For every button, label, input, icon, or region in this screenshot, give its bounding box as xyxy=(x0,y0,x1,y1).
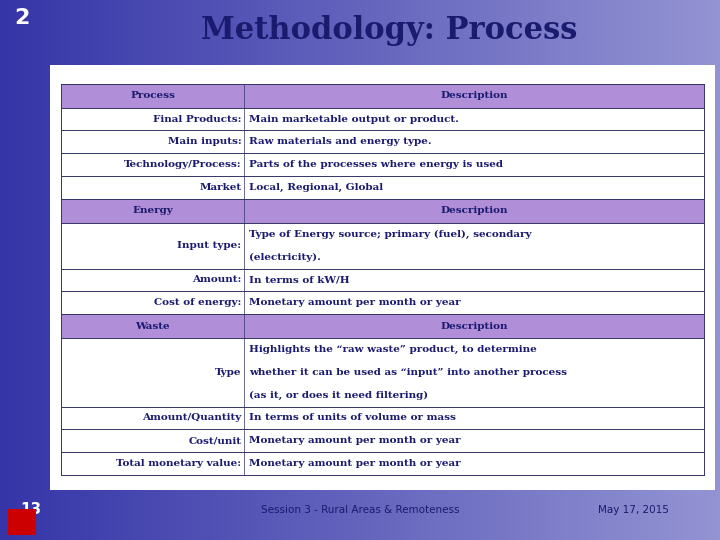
Text: Amount:: Amount: xyxy=(192,275,241,285)
Bar xyxy=(61,131,704,153)
Text: Session 3 - Rural Areas & Remoteness: Session 3 - Rural Areas & Remoteness xyxy=(261,505,459,515)
Text: In terms of kW/H: In terms of kW/H xyxy=(249,275,350,285)
Bar xyxy=(61,314,704,338)
Bar xyxy=(8,509,36,535)
Text: Amount/Quantity: Amount/Quantity xyxy=(142,414,241,422)
Bar xyxy=(61,107,704,131)
Bar xyxy=(61,291,704,314)
Text: May 17, 2015: May 17, 2015 xyxy=(598,505,669,515)
Text: Monetary amount per month or year: Monetary amount per month or year xyxy=(249,436,461,446)
Bar xyxy=(61,429,704,452)
Bar xyxy=(61,407,704,429)
Text: Description: Description xyxy=(441,91,508,100)
Text: Main inputs:: Main inputs: xyxy=(168,137,241,146)
Text: Market: Market xyxy=(199,183,241,192)
Bar xyxy=(61,176,704,199)
Text: Total monetary value:: Total monetary value: xyxy=(117,459,241,468)
Text: Cost of energy:: Cost of energy: xyxy=(154,298,241,307)
Text: Process: Process xyxy=(130,91,175,100)
Text: Main marketable output or product.: Main marketable output or product. xyxy=(249,114,459,124)
Bar xyxy=(61,223,704,268)
Text: Technology/Process:: Technology/Process: xyxy=(124,160,241,169)
Text: Final Products:: Final Products: xyxy=(153,114,241,124)
Bar xyxy=(61,268,704,291)
Text: Energy: Energy xyxy=(132,206,174,215)
Text: Raw materials and energy type.: Raw materials and energy type. xyxy=(249,137,432,146)
Text: Cost/unit: Cost/unit xyxy=(189,436,241,446)
Bar xyxy=(50,65,715,490)
Text: Methodology: Process: Methodology: Process xyxy=(201,15,577,45)
Text: Highlights the “raw waste” product, to determine: Highlights the “raw waste” product, to d… xyxy=(249,345,537,354)
Text: Input type:: Input type: xyxy=(177,241,241,250)
Text: Monetary amount per month or year: Monetary amount per month or year xyxy=(249,459,461,468)
Text: Waste: Waste xyxy=(135,322,170,330)
Text: Description: Description xyxy=(441,322,508,330)
Text: Type: Type xyxy=(215,368,241,377)
Bar xyxy=(61,199,704,223)
Text: Monetary amount per month or year: Monetary amount per month or year xyxy=(249,298,461,307)
Text: (as it, or does it need filtering): (as it, or does it need filtering) xyxy=(249,390,428,400)
Bar xyxy=(61,452,704,475)
Text: In terms of units of volume or mass: In terms of units of volume or mass xyxy=(249,414,456,422)
Bar xyxy=(61,338,704,407)
Text: 2: 2 xyxy=(14,8,30,28)
Text: 13: 13 xyxy=(20,503,41,517)
Text: Description: Description xyxy=(441,206,508,215)
Text: Type of Energy source; primary (fuel), secondary: Type of Energy source; primary (fuel), s… xyxy=(249,230,532,239)
Text: Parts of the processes where energy is used: Parts of the processes where energy is u… xyxy=(249,160,503,169)
Text: Local, Regional, Global: Local, Regional, Global xyxy=(249,183,384,192)
Text: (electricity).: (electricity). xyxy=(249,253,321,262)
Bar xyxy=(61,84,704,107)
Text: whether it can be used as “input” into another process: whether it can be used as “input” into a… xyxy=(249,368,567,377)
Bar xyxy=(61,153,704,176)
